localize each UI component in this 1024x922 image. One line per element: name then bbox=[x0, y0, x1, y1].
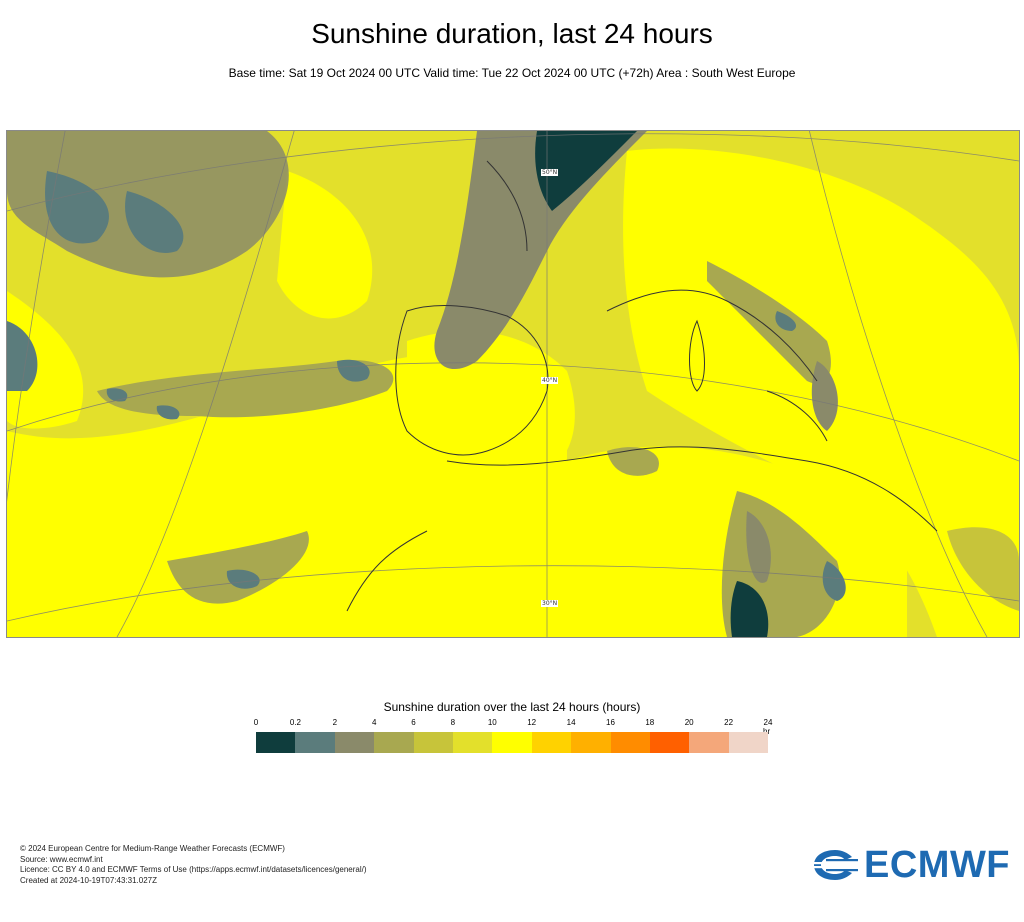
legend-tick: 8 bbox=[450, 718, 456, 727]
legend-tick: 18 bbox=[645, 718, 655, 727]
legend-swatch bbox=[413, 732, 453, 753]
grid-label-50n: 50°N bbox=[541, 169, 559, 176]
legend-tick: 10 bbox=[487, 718, 497, 727]
legend-tick: 2 bbox=[332, 718, 338, 727]
grid-label-30n: 30°N bbox=[541, 600, 559, 607]
sunshine-map: 50°N 40°N 30°N bbox=[6, 130, 1020, 638]
ecmwf-logo-text: ECMWF bbox=[864, 843, 1011, 886]
legend-swatch bbox=[334, 732, 375, 753]
legend-swatch bbox=[295, 732, 335, 753]
legend-tick: 0.2 bbox=[289, 718, 301, 727]
legend-swatch bbox=[571, 732, 611, 753]
legend-tick: 0 bbox=[253, 718, 259, 727]
map-canvas bbox=[7, 131, 1019, 637]
legend-swatch bbox=[256, 732, 296, 753]
footer-licence: Licence: CC BY 4.0 and ECMWF Terms of Us… bbox=[20, 865, 367, 874]
legend-tick: 22 bbox=[724, 718, 734, 727]
legend-swatch bbox=[492, 732, 532, 753]
legend-swatch bbox=[689, 732, 729, 753]
legend-tick: 20 bbox=[684, 718, 694, 727]
legend-colorbar bbox=[256, 732, 769, 753]
ecmwf-logo-icon bbox=[812, 850, 858, 880]
legend-tick: 14 bbox=[566, 718, 576, 727]
legend-tick: 16 bbox=[606, 718, 615, 727]
map-subtitle: Base time: Sat 19 Oct 2024 00 UTC Valid … bbox=[228, 66, 796, 80]
ecmwf-logo: ECMWF bbox=[812, 843, 1011, 886]
legend-unit: hr bbox=[763, 727, 770, 736]
footer-copyright: © 2024 European Centre for Medium-Range … bbox=[20, 844, 285, 853]
legend-tick: 4 bbox=[371, 718, 377, 727]
legend-swatch bbox=[728, 732, 769, 753]
map-title: Sunshine duration, last 24 hours bbox=[311, 18, 713, 49]
legend-swatch bbox=[649, 732, 690, 753]
legend-swatch bbox=[452, 732, 493, 753]
grid-label-40n: 40°N bbox=[541, 377, 559, 384]
legend-swatch bbox=[610, 732, 650, 753]
legend-tick: 12 bbox=[527, 718, 537, 727]
footer-source: Source: www.ecmwf.int bbox=[20, 854, 103, 864]
legend-swatch bbox=[374, 732, 414, 753]
legend-swatch bbox=[531, 732, 572, 753]
footer-credits: © 2024 European Centre for Medium-Range … bbox=[20, 844, 367, 886]
legend-tick: 6 bbox=[411, 718, 416, 727]
legend-title: Sunshine duration over the last 24 hours… bbox=[383, 700, 641, 714]
legend-tick: 24 bbox=[763, 718, 773, 727]
footer-created: Created at 2024-10-19T07:43:31.027Z bbox=[20, 875, 157, 885]
